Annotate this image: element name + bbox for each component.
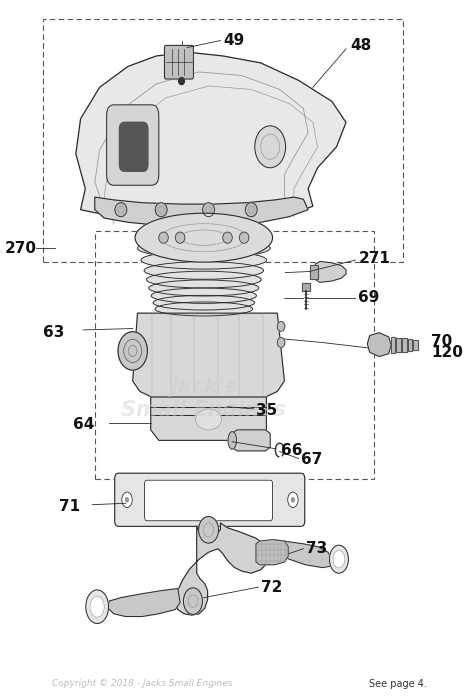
Bar bbox=[408, 339, 412, 351]
Text: 49: 49 bbox=[224, 33, 245, 48]
FancyBboxPatch shape bbox=[119, 122, 148, 171]
Polygon shape bbox=[95, 197, 308, 226]
Text: 67: 67 bbox=[301, 452, 323, 468]
Bar bbox=[413, 340, 418, 350]
Bar bbox=[396, 338, 401, 352]
Bar bbox=[43, 19, 403, 262]
Ellipse shape bbox=[126, 498, 128, 502]
Bar bbox=[402, 338, 407, 352]
Ellipse shape bbox=[137, 238, 270, 258]
Ellipse shape bbox=[288, 492, 298, 507]
Polygon shape bbox=[151, 397, 266, 440]
Bar bbox=[302, 283, 310, 291]
Bar bbox=[302, 283, 310, 291]
Ellipse shape bbox=[86, 590, 109, 624]
Ellipse shape bbox=[135, 213, 273, 262]
Text: 72: 72 bbox=[261, 579, 282, 595]
Text: 63: 63 bbox=[43, 324, 64, 340]
Bar bbox=[408, 339, 412, 351]
Ellipse shape bbox=[153, 296, 255, 310]
Bar bbox=[391, 337, 395, 353]
Ellipse shape bbox=[115, 203, 127, 217]
Ellipse shape bbox=[155, 203, 167, 217]
Ellipse shape bbox=[246, 203, 257, 217]
Text: 73: 73 bbox=[306, 541, 327, 556]
Ellipse shape bbox=[175, 232, 185, 243]
Polygon shape bbox=[315, 261, 346, 282]
Text: 70: 70 bbox=[431, 333, 453, 349]
Bar bbox=[402, 338, 407, 352]
Text: 48: 48 bbox=[351, 38, 372, 53]
Ellipse shape bbox=[223, 232, 232, 243]
Polygon shape bbox=[108, 589, 180, 617]
Ellipse shape bbox=[146, 271, 261, 288]
Text: 71: 71 bbox=[59, 498, 81, 514]
Ellipse shape bbox=[329, 545, 348, 573]
Bar bbox=[310, 265, 318, 279]
Polygon shape bbox=[260, 540, 332, 568]
Ellipse shape bbox=[199, 517, 219, 543]
FancyBboxPatch shape bbox=[164, 45, 193, 79]
Polygon shape bbox=[175, 523, 270, 615]
Ellipse shape bbox=[277, 338, 285, 347]
Text: 35: 35 bbox=[256, 403, 277, 418]
Bar bbox=[391, 337, 395, 353]
Ellipse shape bbox=[159, 232, 168, 243]
Text: 271: 271 bbox=[358, 251, 390, 266]
Bar bbox=[396, 338, 401, 352]
Ellipse shape bbox=[333, 551, 345, 568]
FancyBboxPatch shape bbox=[145, 480, 273, 521]
Ellipse shape bbox=[183, 588, 202, 614]
Ellipse shape bbox=[255, 126, 285, 168]
Ellipse shape bbox=[239, 232, 249, 243]
Text: 270: 270 bbox=[5, 240, 37, 256]
Bar bbox=[310, 265, 318, 279]
Ellipse shape bbox=[195, 409, 221, 430]
Polygon shape bbox=[133, 313, 284, 397]
Polygon shape bbox=[367, 333, 391, 356]
Ellipse shape bbox=[202, 203, 214, 217]
Ellipse shape bbox=[141, 251, 266, 269]
FancyBboxPatch shape bbox=[107, 105, 159, 185]
Text: Copyright © 2018 - Jacks Small Engines: Copyright © 2018 - Jacks Small Engines bbox=[52, 679, 232, 688]
Text: Jack's
Small Engines: Jack's Small Engines bbox=[121, 377, 286, 420]
Ellipse shape bbox=[149, 280, 259, 296]
Polygon shape bbox=[232, 430, 270, 451]
Text: 69: 69 bbox=[358, 290, 379, 305]
Ellipse shape bbox=[122, 492, 132, 507]
Ellipse shape bbox=[118, 332, 147, 370]
Text: 66: 66 bbox=[281, 442, 302, 458]
Bar bbox=[413, 340, 418, 350]
Ellipse shape bbox=[151, 288, 256, 303]
Text: See page 4.: See page 4. bbox=[369, 679, 427, 689]
Bar bbox=[95, 231, 374, 479]
Text: 64: 64 bbox=[73, 417, 95, 432]
Polygon shape bbox=[76, 52, 346, 224]
Ellipse shape bbox=[155, 302, 253, 316]
Ellipse shape bbox=[292, 498, 294, 502]
Ellipse shape bbox=[90, 596, 104, 617]
Text: 120: 120 bbox=[431, 345, 463, 361]
FancyBboxPatch shape bbox=[115, 473, 305, 526]
Polygon shape bbox=[256, 540, 288, 565]
Ellipse shape bbox=[144, 262, 264, 280]
Ellipse shape bbox=[228, 431, 237, 449]
Ellipse shape bbox=[277, 322, 285, 331]
Ellipse shape bbox=[179, 78, 184, 85]
